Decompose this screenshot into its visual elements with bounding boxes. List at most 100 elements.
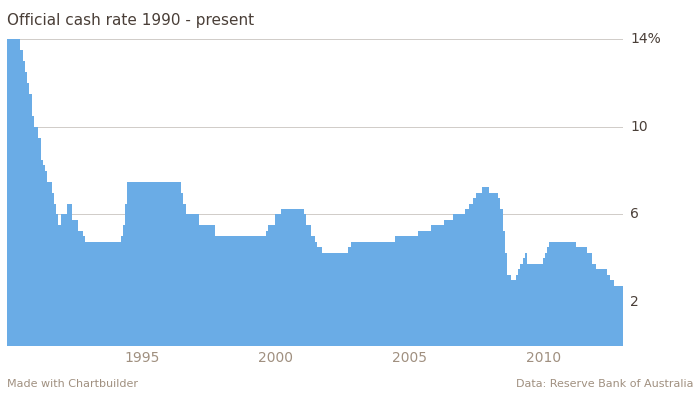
Bar (522, 258, 525, 346)
Bar (567, 242, 570, 346)
Bar (525, 253, 527, 346)
Bar (58, 226, 61, 346)
Bar (306, 226, 308, 346)
Bar (193, 215, 195, 346)
Bar (230, 236, 232, 346)
Bar (277, 215, 279, 346)
Bar (498, 198, 500, 346)
Bar (65, 215, 67, 346)
Bar (157, 182, 159, 346)
Bar (16, 39, 18, 346)
Bar (25, 72, 27, 346)
Bar (268, 226, 270, 346)
Bar (195, 215, 197, 346)
Bar (411, 236, 413, 346)
Bar (614, 286, 616, 346)
Bar (355, 242, 358, 346)
Bar (482, 187, 484, 346)
Bar (332, 253, 335, 346)
Bar (32, 116, 34, 346)
Bar (384, 242, 386, 346)
Bar (440, 226, 442, 346)
Bar (11, 39, 14, 346)
Bar (214, 236, 217, 346)
Bar (552, 242, 554, 346)
Bar (580, 247, 583, 346)
Bar (596, 269, 598, 346)
Bar (349, 247, 351, 346)
Bar (494, 193, 496, 346)
Bar (476, 193, 478, 346)
Bar (603, 269, 606, 346)
Bar (377, 242, 379, 346)
Bar (529, 264, 531, 346)
Bar (447, 220, 449, 346)
Bar (405, 236, 407, 346)
Bar (415, 236, 418, 346)
Text: 6: 6 (630, 208, 639, 222)
Bar (251, 236, 253, 346)
Bar (293, 209, 295, 346)
Bar (116, 242, 118, 346)
Bar (302, 209, 304, 346)
Bar (462, 215, 465, 346)
Bar (471, 204, 473, 346)
Bar (424, 231, 426, 346)
Bar (386, 242, 389, 346)
Bar (454, 215, 456, 346)
Bar (346, 253, 349, 346)
Bar (76, 220, 78, 346)
Bar (322, 253, 324, 346)
Bar (208, 226, 210, 346)
Bar (422, 231, 424, 346)
Bar (148, 182, 150, 346)
Bar (368, 242, 371, 346)
Bar (60, 215, 63, 346)
Bar (335, 253, 337, 346)
Bar (212, 226, 215, 346)
Text: Data: Reserve Bank of Australia: Data: Reserve Bank of Australia (515, 379, 693, 389)
Bar (353, 242, 355, 346)
Bar (9, 39, 11, 346)
Bar (97, 242, 99, 346)
Bar (556, 242, 559, 346)
Bar (360, 242, 362, 346)
Bar (139, 182, 141, 346)
Bar (460, 215, 462, 346)
Bar (288, 209, 290, 346)
Bar (141, 182, 144, 346)
Bar (14, 39, 16, 346)
Bar (489, 193, 491, 346)
Bar (244, 236, 246, 346)
Bar (123, 226, 125, 346)
Bar (279, 215, 281, 346)
Bar (431, 226, 433, 346)
Bar (112, 242, 114, 346)
Bar (232, 236, 234, 346)
Bar (587, 253, 589, 346)
Bar (467, 209, 469, 346)
Bar (272, 226, 275, 346)
Bar (110, 242, 112, 346)
Bar (248, 236, 251, 346)
Bar (514, 280, 516, 346)
Bar (43, 165, 45, 346)
Bar (219, 236, 221, 346)
Bar (520, 264, 523, 346)
Bar (373, 242, 375, 346)
Bar (330, 253, 333, 346)
Text: 2: 2 (630, 295, 638, 309)
Bar (45, 171, 47, 346)
Bar (589, 253, 592, 346)
Bar (619, 286, 621, 346)
Bar (426, 231, 429, 346)
Bar (300, 209, 302, 346)
Bar (559, 242, 561, 346)
Bar (259, 236, 262, 346)
Bar (486, 187, 489, 346)
Bar (27, 83, 29, 346)
Bar (393, 242, 395, 346)
Bar (554, 242, 556, 346)
Bar (54, 204, 56, 346)
Bar (94, 242, 97, 346)
